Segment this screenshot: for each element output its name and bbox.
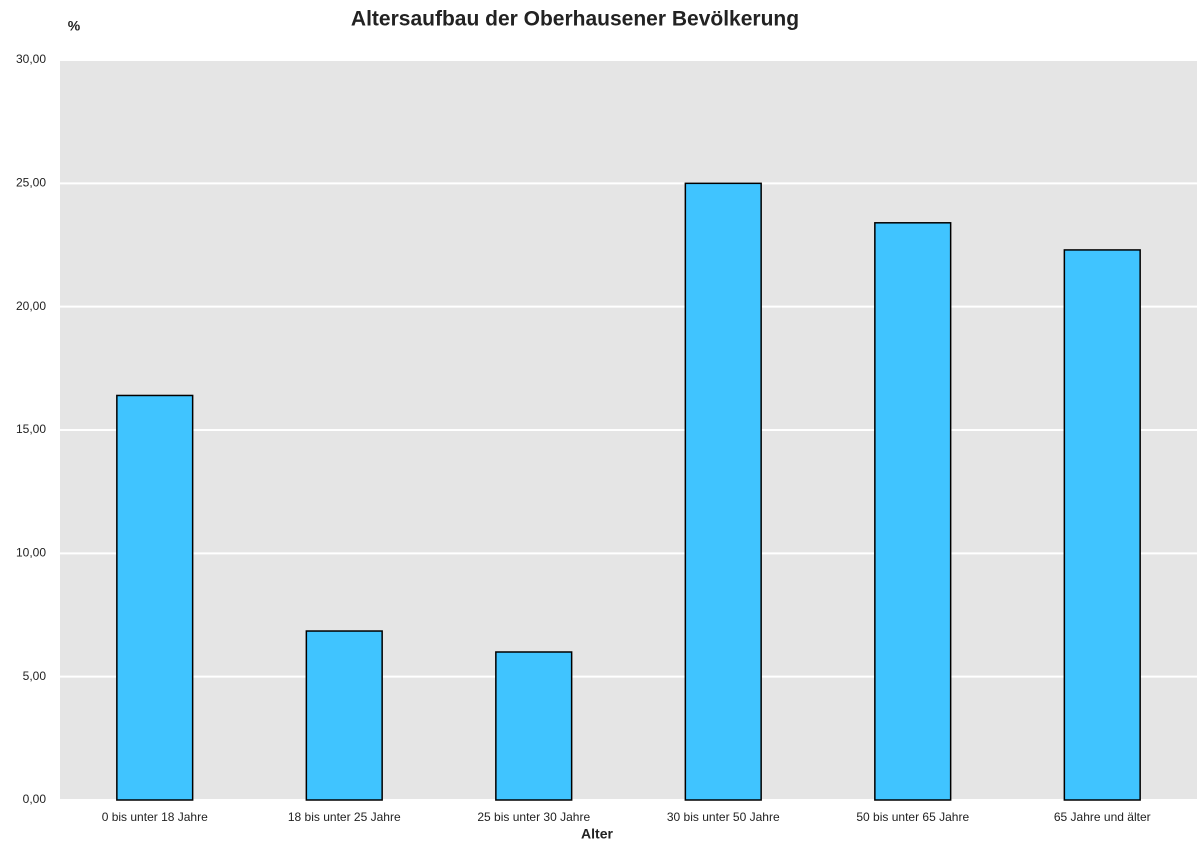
y-tick-label: 15,00 [16,422,46,436]
bar [305,630,383,801]
chart-title: Altersaufbau der Oberhausener Bevölkerun… [351,8,799,31]
bar [116,394,194,801]
bar [1063,249,1141,801]
bar [495,651,573,801]
y-tick-label: 30,00 [16,52,46,66]
x-tick-label: 30 bis unter 50 Jahre [667,810,780,824]
x-tick-label: 18 bis unter 25 Jahre [288,810,401,824]
y-axis-label: % [68,18,81,34]
y-tick-label: 20,00 [16,299,46,313]
y-tick-label: 5,00 [23,669,47,683]
y-tick-label: 25,00 [16,176,46,190]
y-tick-label: 10,00 [16,546,46,560]
x-axis-label: Alter [581,826,613,842]
x-tick-label: 25 bis unter 30 Jahre [477,810,590,824]
bar [874,222,952,801]
bar [684,182,762,801]
x-tick-label: 0 bis unter 18 Jahre [102,810,208,824]
x-tick-label: 50 bis unter 65 Jahre [856,810,969,824]
y-tick-label: 0,00 [23,792,47,806]
x-tick-label: 65 Jahre und älter [1054,810,1151,824]
